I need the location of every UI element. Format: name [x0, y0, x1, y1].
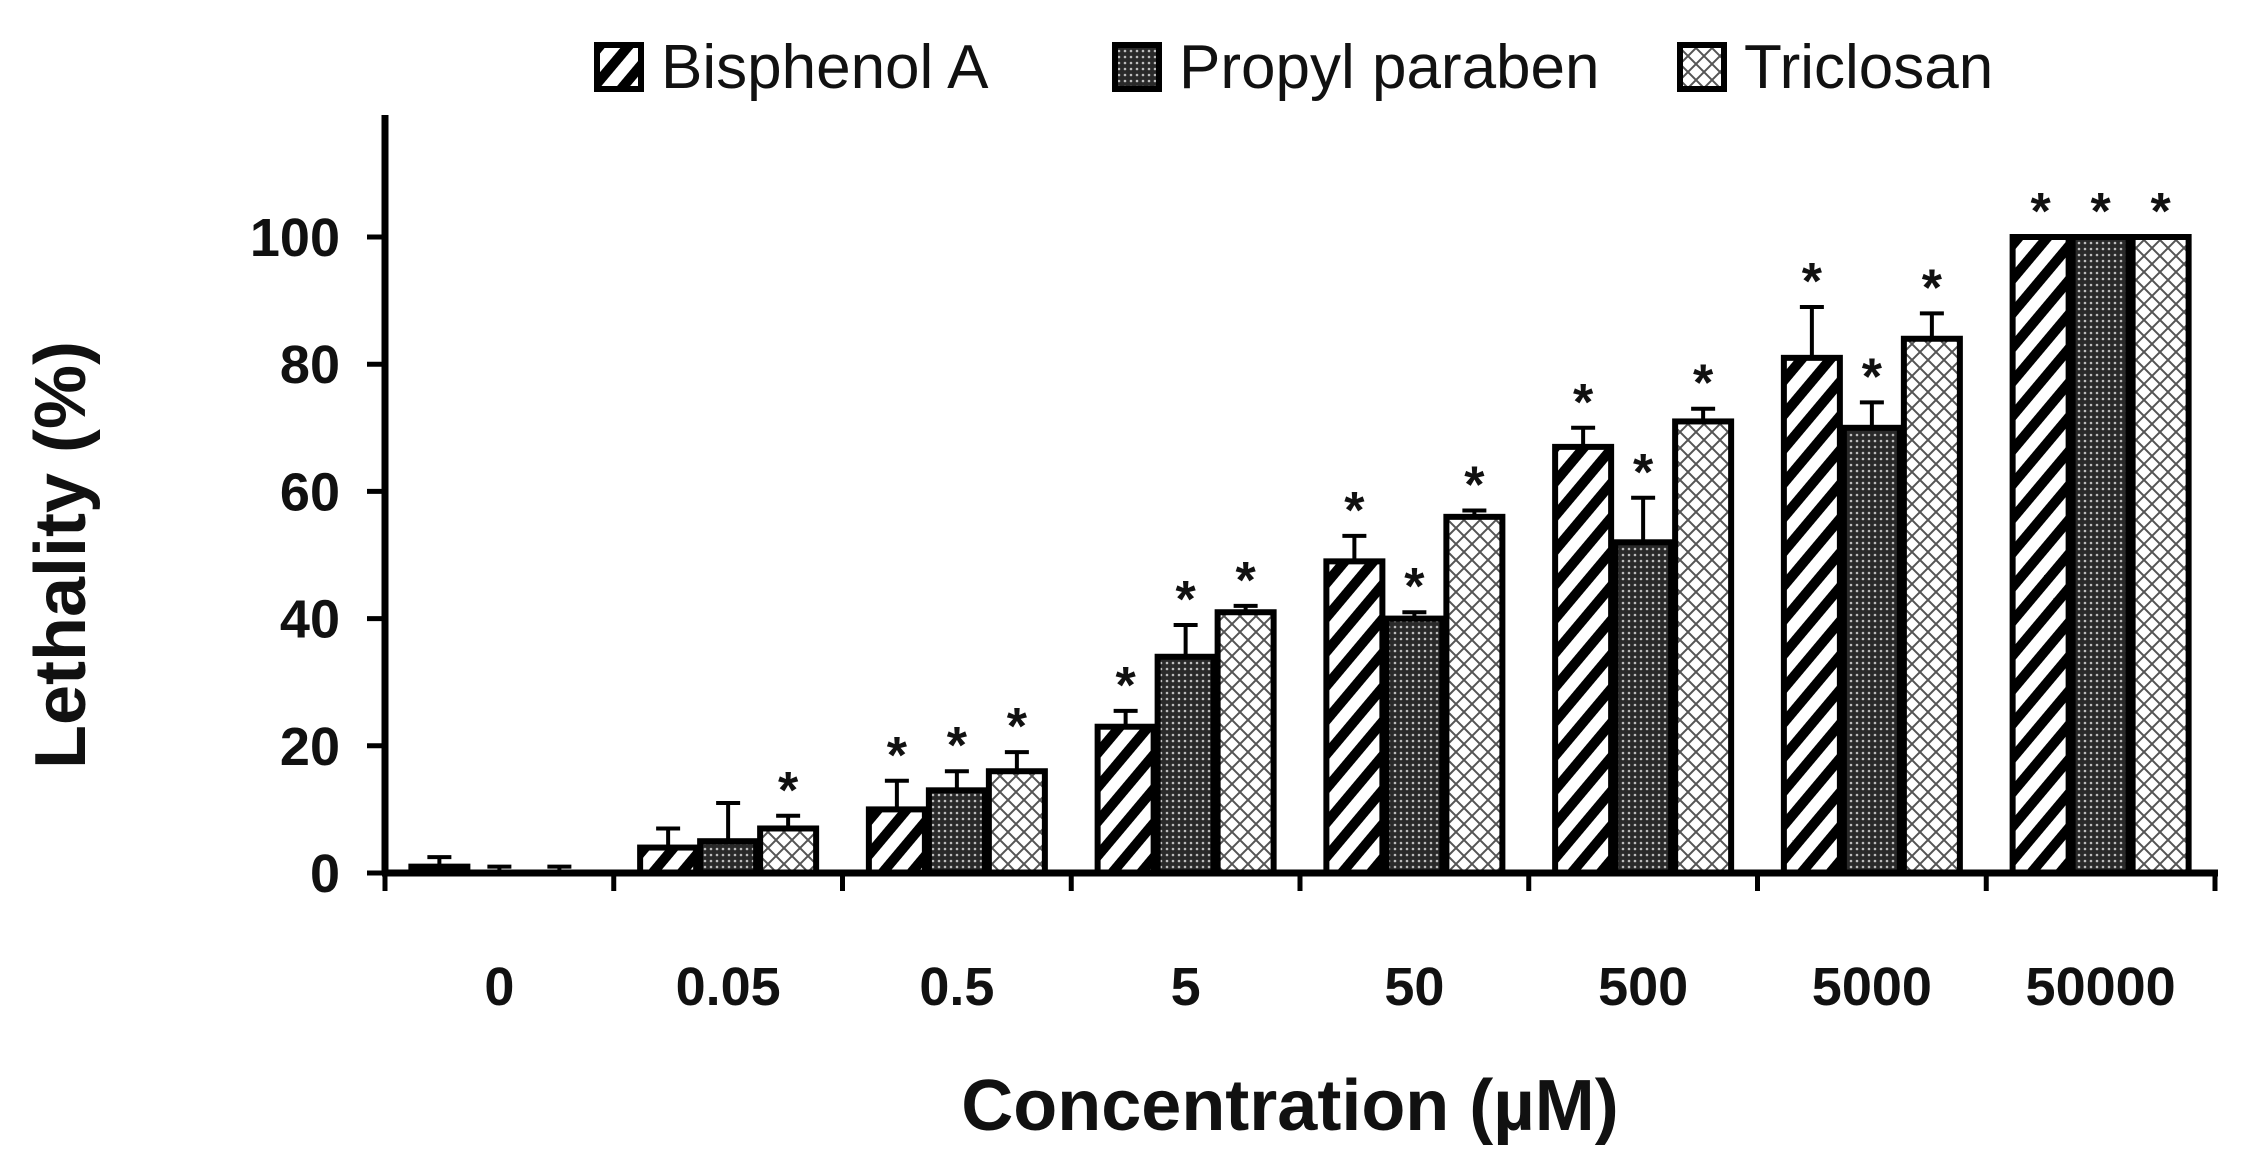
bar-triclosan [1443, 513, 1506, 877]
significance-marker: * [1693, 355, 1714, 413]
x-tick-label: 50 [1384, 957, 1444, 1017]
bar-bisphenol-a [1780, 354, 1843, 876]
significance-marker: * [1007, 698, 1028, 756]
significance-marker: * [1802, 253, 1823, 311]
x-tick-label: 0.5 [919, 957, 994, 1017]
significance-marker: * [1922, 259, 1943, 317]
significance-marker: * [1116, 657, 1137, 715]
y-tick-label: 40 [280, 590, 340, 650]
significance-marker: * [2091, 183, 2112, 241]
x-tick-label: 500 [1598, 957, 1688, 1017]
x-tick-label: 5000 [1812, 957, 1932, 1017]
significance-marker: * [947, 717, 968, 775]
legend-swatch [1112, 42, 1162, 92]
significance-marker: * [1573, 374, 1594, 432]
y-tick-label: 0 [310, 844, 340, 904]
significance-marker: * [1464, 456, 1485, 514]
legend-item: Propyl paraben [1112, 33, 1600, 102]
legend: Bisphenol A Propyl paraben Triclosan [594, 33, 1993, 102]
legend-item: Bisphenol A [594, 33, 989, 102]
bar-bisphenol-a [865, 806, 928, 877]
significance-marker: * [887, 727, 908, 785]
significance-marker: * [2031, 183, 2052, 241]
x-axis-title: Concentration (µM) [961, 1066, 1618, 1146]
x-tick-label: 0.05 [676, 957, 781, 1017]
bars-layer: * * * * * * * * * * * * * * * * * * * [408, 183, 2192, 877]
y-axis: 0 20 40 60 80 100 [250, 115, 389, 904]
significance-marker: * [778, 762, 799, 820]
x-tick-label: 5 [1171, 957, 1201, 1017]
bar-bisphenol-a [1552, 443, 1615, 876]
legend-label: Bisphenol A [661, 33, 989, 102]
bar-propyl-paraben [697, 838, 760, 877]
y-tick-label: 100 [250, 208, 340, 268]
bar-triclosan [1672, 418, 1735, 876]
legend-label: Propyl paraben [1179, 33, 1600, 102]
bar-triclosan [757, 825, 820, 876]
significance-marker: * [1344, 482, 1365, 540]
significance-marker: * [1236, 552, 1257, 610]
bar-propyl-paraben [1840, 424, 1903, 876]
legend-item: Triclosan [1677, 33, 1993, 102]
bar-bisphenol-a [637, 844, 700, 876]
bar-propyl-paraben [1612, 539, 1675, 877]
x-tick-label: 0 [484, 957, 514, 1017]
y-tick-label: 80 [280, 335, 340, 395]
bar-bisphenol-a [1323, 558, 1386, 876]
y-tick-label: 20 [280, 717, 340, 777]
bar-propyl-paraben [1383, 615, 1446, 876]
bar-propyl-paraben [925, 787, 988, 877]
bar-propyl-paraben [2069, 234, 2132, 876]
legend-label: Triclosan [1744, 33, 1993, 102]
bar-propyl-paraben [1154, 653, 1217, 877]
significance-marker: * [1633, 444, 1654, 502]
legend-swatch [594, 42, 644, 92]
bar-triclosan [985, 768, 1048, 876]
bar-triclosan [2129, 234, 2192, 876]
bar-triclosan [1900, 335, 1963, 876]
x-axis: 0 0.05 0.5 5 50 500 5000 50000 [382, 869, 2218, 1017]
bar-bisphenol-a [1094, 723, 1157, 876]
x-tick-label: 50000 [2026, 957, 2176, 1017]
significance-marker: * [1404, 558, 1425, 616]
significance-marker: * [1176, 571, 1197, 629]
bar-bisphenol-a [2009, 234, 2072, 876]
legend-swatch [1677, 42, 1727, 92]
significance-marker: * [1862, 348, 1883, 406]
bar-triclosan [1214, 609, 1277, 876]
y-axis-title: Lethality (%) [21, 341, 101, 769]
y-tick-label: 60 [280, 462, 340, 522]
significance-marker: * [2151, 183, 2172, 241]
